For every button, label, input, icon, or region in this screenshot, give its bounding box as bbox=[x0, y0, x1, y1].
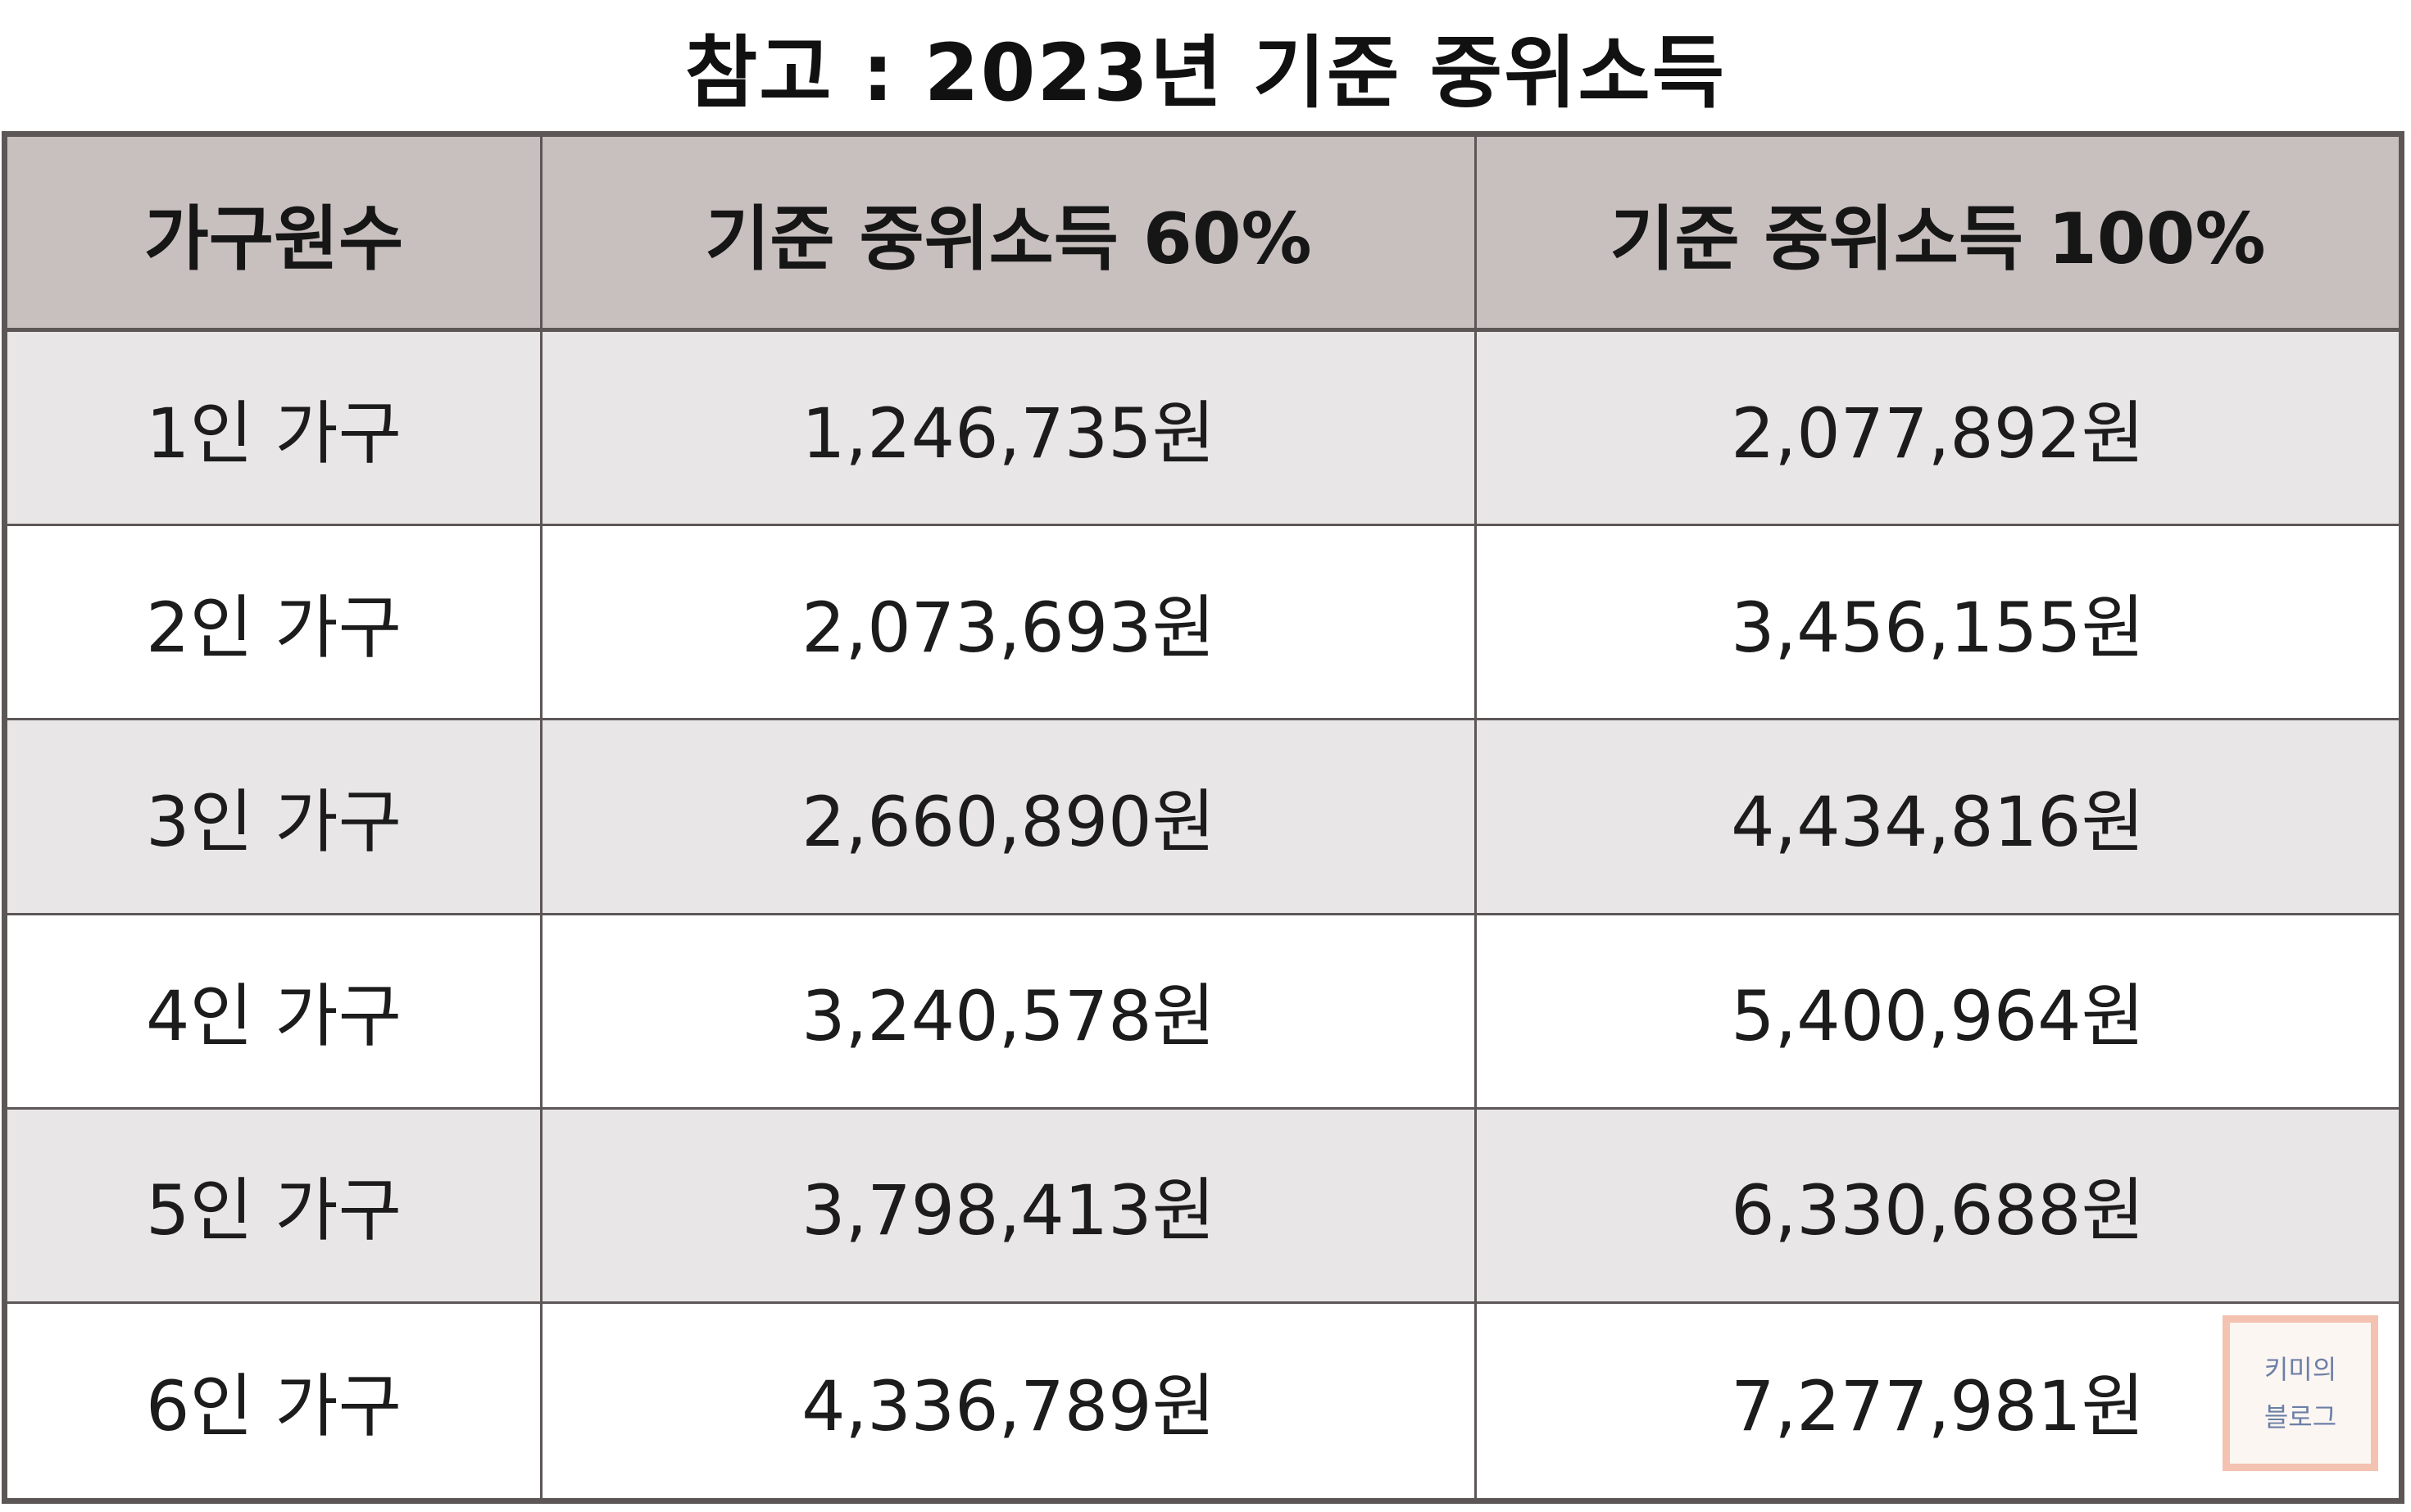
table-cell-household: 6인 가구 bbox=[7, 1303, 543, 1498]
stamp-line-2: 블로그 bbox=[2263, 1401, 2337, 1433]
column-header-median-100: 기준 중위소득 100% bbox=[1477, 137, 2399, 332]
table-cell-median-60: 2,073,693원 bbox=[543, 526, 1477, 721]
table-cell-median-100: 5,400,964원 bbox=[1477, 915, 2399, 1110]
page-title: 참고 : 2023년 기준 중위소득 bbox=[684, 26, 1727, 119]
table-cell-household: 2인 가구 bbox=[7, 526, 543, 721]
table-cell-household: 4인 가구 bbox=[7, 915, 543, 1110]
column-header-household-size: 가구원수 bbox=[7, 137, 543, 332]
median-income-table: 가구원수 기준 중위소득 60% 기준 중위소득 100% 1인 가구 1,24… bbox=[2, 131, 2404, 1504]
table-cell-median-60: 3,798,413원 bbox=[543, 1109, 1477, 1304]
table-cell-median-60: 4,336,789원 bbox=[543, 1303, 1477, 1498]
table-cell-median-100: 2,077,892원 bbox=[1477, 332, 2399, 527]
table-cell-median-100: 3,456,155원 bbox=[1477, 526, 2399, 721]
column-header-median-60: 기준 중위소득 60% bbox=[543, 137, 1477, 332]
table-cell-median-60: 3,240,578원 bbox=[543, 915, 1477, 1110]
table-cell-household: 5인 가구 bbox=[7, 1109, 543, 1304]
blog-watermark-stamp: 키미의 블로그 bbox=[2223, 1315, 2378, 1471]
table-cell-median-60: 2,660,890원 bbox=[543, 720, 1477, 915]
table-cell-median-100: 6,330,688원 bbox=[1477, 1109, 2399, 1304]
table-cell-household: 1인 가구 bbox=[7, 332, 543, 527]
stamp-line-1: 키미의 bbox=[2263, 1354, 2337, 1385]
table-cell-median-100: 4,434,816원 bbox=[1477, 720, 2399, 915]
table-cell-median-60: 1,246,735원 bbox=[543, 332, 1477, 527]
table-cell-household: 3인 가구 bbox=[7, 720, 543, 915]
